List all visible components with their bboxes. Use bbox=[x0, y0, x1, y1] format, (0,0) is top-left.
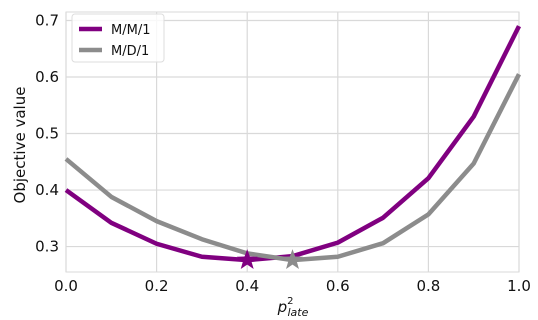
y-axis-label: Objective value bbox=[11, 87, 29, 204]
legend-label: M/D/1 bbox=[111, 44, 149, 59]
x-tick-label: 0.4 bbox=[235, 277, 259, 295]
y-tick-label: 0.7 bbox=[35, 11, 59, 29]
y-tick-label: 0.5 bbox=[35, 125, 59, 143]
min-star-marker bbox=[282, 249, 303, 270]
y-tick-label: 0.4 bbox=[35, 181, 59, 199]
legend-label: M/M/1 bbox=[111, 23, 150, 38]
min-star-marker bbox=[236, 249, 258, 270]
y-tick-label: 0.6 bbox=[35, 68, 59, 86]
x-tick-label: 1.0 bbox=[507, 277, 531, 295]
x-tick-label: 0.0 bbox=[54, 277, 78, 295]
tick-layer: 0.0 0.2 0.4 0.6 0.8 1.0 0.3 0.4 0.5 0.6 0.7 bbox=[35, 11, 531, 295]
x-axis-label-sub: late bbox=[288, 306, 309, 319]
legend: M/M/1 M/D/1 bbox=[71, 13, 165, 63]
x-axis-label-base: p bbox=[277, 298, 288, 316]
marker-layer bbox=[236, 249, 303, 270]
x-tick-label: 0.2 bbox=[145, 277, 169, 295]
x-tick-label: 0.8 bbox=[416, 277, 440, 295]
x-axis-label-sup: 2 bbox=[287, 296, 293, 307]
x-tick-label: 0.6 bbox=[326, 277, 350, 295]
y-tick-label: 0.3 bbox=[35, 238, 59, 256]
x-axis-label: p2 late bbox=[277, 296, 309, 319]
